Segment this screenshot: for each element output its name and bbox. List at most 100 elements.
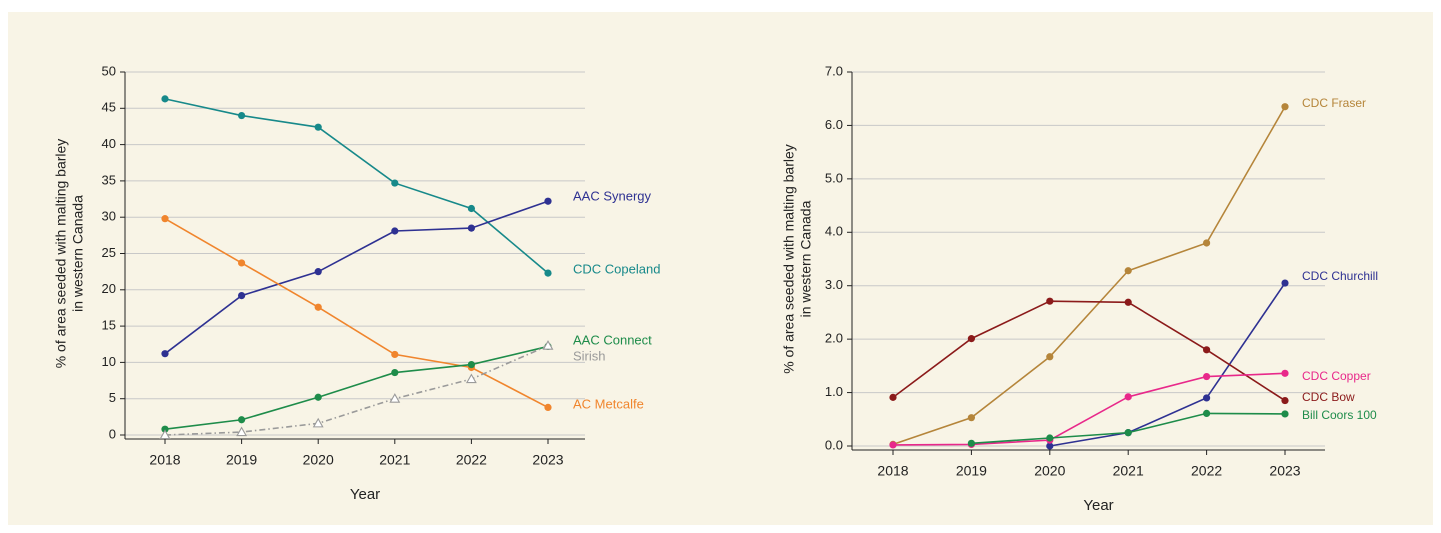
data-point <box>236 426 248 437</box>
series-label: CDC Churchill <box>1302 269 1378 283</box>
data-point <box>314 303 322 311</box>
data-point <box>238 416 246 424</box>
panel-background <box>8 12 1433 525</box>
series-label: Bill Coors 100 <box>1302 408 1377 422</box>
data-point <box>1046 434 1054 442</box>
x-tick-label: 2022 <box>456 452 487 468</box>
data-point <box>1046 442 1054 450</box>
y-tick-label: 0.0 <box>825 437 843 452</box>
data-point <box>161 215 169 223</box>
data-point <box>889 393 897 401</box>
data-point <box>467 360 475 369</box>
y-tick-label: 5.0 <box>825 170 843 185</box>
data-point <box>1046 297 1054 305</box>
data-point <box>389 393 401 403</box>
x-tick-label: 2019 <box>956 463 987 479</box>
data-point <box>1124 393 1132 401</box>
data-point <box>1281 369 1289 377</box>
y-tick-label: 1.0 <box>825 384 843 399</box>
x-tick-label: 2021 <box>1113 463 1144 479</box>
y-tick-label: 0 <box>109 426 116 441</box>
data-point <box>465 373 477 384</box>
y-tick-label: 50 <box>102 63 116 78</box>
data-point <box>161 425 169 433</box>
data-point <box>1124 429 1132 437</box>
y-tick-label: 15 <box>102 318 116 333</box>
x-tick-label: 2018 <box>877 463 908 479</box>
data-point <box>159 429 171 440</box>
data-point <box>1046 353 1054 361</box>
data-point <box>312 417 324 428</box>
y-tick-label: 5 <box>109 390 116 405</box>
x-tick-label: 2023 <box>1269 463 1300 479</box>
y-tick-label: 35 <box>102 172 116 187</box>
data-point <box>1124 298 1132 306</box>
data-point <box>544 197 552 205</box>
data-point <box>967 335 976 343</box>
data-point <box>1281 103 1289 111</box>
series-label: AC Metcalfe <box>573 396 644 411</box>
data-point <box>238 111 246 120</box>
series-label: CDC Bow <box>1302 390 1355 404</box>
data-point <box>391 179 399 187</box>
data-point <box>238 259 246 267</box>
series-line <box>1049 282 1286 447</box>
data-point <box>1203 394 1211 402</box>
data-point <box>1281 396 1289 405</box>
x-tick-label: 2023 <box>532 452 563 468</box>
x-tick-label: 2018 <box>149 452 180 468</box>
x-tick-label: 2019 <box>226 452 257 468</box>
series-label: CDC Copeland <box>573 261 660 276</box>
y-tick-label: 40 <box>102 136 116 151</box>
x-axis-title: Year <box>350 486 380 503</box>
series-label: AAC Connect <box>573 332 652 347</box>
series-line <box>164 345 549 430</box>
series-line <box>892 106 1286 446</box>
x-tick-label: 2021 <box>379 452 410 468</box>
data-point <box>544 269 552 277</box>
data-point <box>314 268 322 276</box>
series-line <box>892 300 1286 402</box>
data-point <box>391 350 399 359</box>
data-point <box>238 292 246 300</box>
data-point <box>1281 410 1289 418</box>
series-label: AAC Synergy <box>573 188 652 203</box>
data-point <box>1203 239 1211 247</box>
data-point <box>161 95 169 103</box>
series-label: CDC Fraser <box>1302 96 1366 110</box>
series-label: Sirish <box>573 348 606 363</box>
data-point <box>1203 409 1211 418</box>
data-point <box>967 439 976 447</box>
y-tick-label: 4.0 <box>825 224 843 239</box>
data-point <box>467 224 475 232</box>
data-point <box>391 227 399 235</box>
y-axis-title: % of area seeded with malting barley <box>781 144 797 374</box>
data-point <box>1124 267 1132 275</box>
data-point <box>1203 346 1211 354</box>
data-point <box>1281 279 1289 287</box>
data-point <box>391 368 399 377</box>
y-tick-label: 45 <box>102 100 116 115</box>
y-tick-label: 2.0 <box>825 331 843 346</box>
data-point <box>314 123 322 131</box>
y-tick-label: 7.0 <box>825 63 843 78</box>
data-point <box>542 340 554 350</box>
series-line <box>164 200 549 355</box>
y-tick-label: 6.0 <box>825 117 843 132</box>
series-line <box>164 344 549 436</box>
y-axis-title: in western Canada <box>70 195 86 312</box>
x-axis-title: Year <box>1083 497 1113 514</box>
data-point <box>161 350 169 358</box>
y-tick-label: 20 <box>102 281 116 296</box>
y-tick-label: 3.0 <box>825 277 843 292</box>
y-tick-label: 25 <box>102 245 116 260</box>
series-label: CDC Copper <box>1302 369 1371 383</box>
data-point <box>967 414 976 422</box>
data-point <box>544 403 552 412</box>
series-line <box>892 372 1286 446</box>
y-axis-title: in western Canada <box>798 200 814 317</box>
data-point <box>467 204 475 213</box>
series-line <box>164 98 549 274</box>
